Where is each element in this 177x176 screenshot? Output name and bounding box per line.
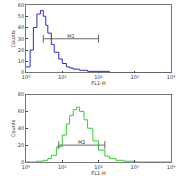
svg-text:10²: 10²: [94, 74, 102, 80]
svg-text:30: 30: [18, 36, 24, 42]
svg-text:M1: M1: [67, 33, 75, 39]
svg-text:10¹: 10¹: [58, 74, 66, 80]
svg-text:10³: 10³: [131, 164, 139, 170]
svg-text:20: 20: [18, 47, 24, 53]
svg-text:80: 80: [18, 91, 24, 97]
svg-text:60: 60: [18, 108, 24, 114]
svg-text:40: 40: [18, 24, 24, 30]
svg-text:10¹: 10¹: [58, 164, 66, 170]
svg-text:10: 10: [18, 58, 24, 64]
svg-text:10⁰: 10⁰: [22, 164, 30, 170]
svg-text:Counts: Counts: [10, 30, 16, 48]
svg-text:20: 20: [18, 142, 24, 148]
svg-text:10⁴: 10⁴: [167, 74, 175, 80]
svg-text:10⁰: 10⁰: [22, 74, 30, 80]
svg-text:M2: M2: [78, 139, 86, 145]
svg-text:0: 0: [21, 159, 24, 165]
svg-text:10²: 10²: [94, 164, 102, 170]
svg-text:Counts: Counts: [10, 119, 16, 137]
svg-text:40: 40: [18, 125, 24, 131]
svg-text:10⁴: 10⁴: [167, 164, 175, 170]
svg-text:FL1-H: FL1-H: [91, 170, 106, 176]
svg-text:60: 60: [18, 2, 24, 8]
svg-text:0: 0: [21, 69, 24, 75]
svg-text:50: 50: [18, 13, 24, 19]
svg-text:FL1-H: FL1-H: [91, 80, 106, 86]
svg-text:10³: 10³: [131, 74, 139, 80]
